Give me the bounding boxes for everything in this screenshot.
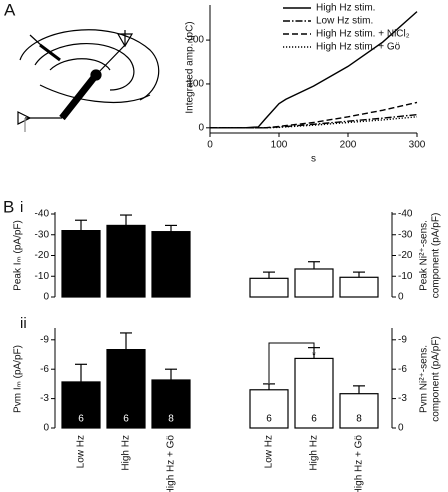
y-tick-label: -40 [35,209,50,220]
y-tick-label: 0 [43,423,49,434]
bar [151,231,191,298]
y2-tick-label: 0 [398,423,404,434]
bar [249,277,289,298]
y2-tick-label: 0 [398,292,404,303]
x-tick-label: High Hz [309,435,320,471]
x-tick-label: Low Hz [76,435,87,468]
y2-tick-label: -10 [398,271,413,282]
bar [249,389,289,429]
y2-axis-label: Peak Ni²⁺-sens. [419,220,430,291]
y-axis-label: Integrated amp. (pC) [185,21,196,113]
y2-tick-label: -30 [398,229,413,240]
n-label: 8 [168,414,174,425]
y2-axis-label: component (pA/pF) [431,336,442,422]
y2-tick-label: -3 [398,393,407,404]
n-label: 6 [311,414,317,425]
y-axis-label: Peak Iₘ (pA/pF) [13,220,24,291]
n-label: 6 [123,414,129,425]
y-tick-label: 0 [43,292,49,303]
x-tick-label: 200 [340,140,357,151]
y2-tick-label: -6 [398,364,407,375]
y-tick-label: -6 [40,364,49,375]
y-tick-label: -10 [35,271,50,282]
y-tick-label: -3 [40,393,49,404]
x-axis-label: s [311,154,316,165]
bar [61,230,101,298]
bar [106,224,146,298]
y-tick-label: -20 [35,250,50,261]
significance-label: * [312,351,316,362]
bar [294,357,334,429]
legend-label: High Hz stim. + Gö [316,42,401,53]
x-tick-label: 300 [409,140,426,151]
y-tick-label: -9 [40,334,49,345]
series-line [210,116,418,129]
bar [294,268,334,298]
legend-label: Low Hz stim. [316,16,373,27]
series-line [210,101,418,129]
x-tick-label: 100 [271,140,288,151]
y-tick-label: 100 [187,79,204,90]
y-tick-label: 0 [198,122,204,133]
legend-label: High Hz stim. + NiCl₂ [316,29,410,40]
significance-bracket [268,342,315,383]
panel-label: A [4,0,16,19]
bar [339,276,379,298]
x-tick-label: High Hz + Gö [166,435,177,492]
y2-tick-label: -40 [398,209,413,220]
y-tick-label: -30 [35,229,50,240]
panel-label: B [3,197,14,216]
y2-axis-label: component (pA/pF) [431,213,442,299]
x-tick-label: High Hz [121,435,132,471]
bar [339,393,379,429]
x-tick-label: Low Hz [264,435,275,468]
y2-axis-label: Pvm Ni²⁺-sens. [419,345,430,413]
legend-label: High Hz stim. [316,3,375,14]
n-label: 6 [78,414,84,425]
y2-tick-label: -9 [398,334,407,345]
n-label: 6 [266,414,272,425]
y-axis-label: Pvm Iₘ (pA/pF) [13,345,24,413]
x-tick-label: High Hz + Gö [354,435,365,492]
schematic [17,29,160,132]
x-tick-label: 0 [207,140,213,151]
y-tick-label: 200 [187,35,204,46]
n-label: 8 [356,414,362,425]
y2-tick-label: -20 [398,250,413,261]
bar [106,349,146,429]
series-line [210,113,418,129]
panel-sublabel: i [20,199,23,216]
bar [61,381,101,429]
panel-sublabel: ii [20,315,27,332]
bar [151,379,191,429]
